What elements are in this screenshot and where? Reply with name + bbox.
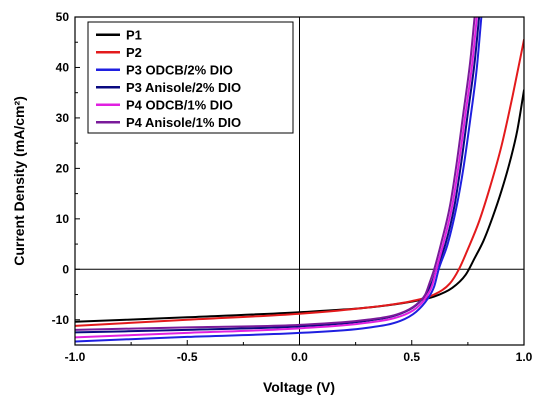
x-tick-label: 1.0 <box>516 350 533 364</box>
y-tick-label: 40 <box>56 60 70 74</box>
y-tick-label: 10 <box>56 212 70 226</box>
legend: P1 P2 P3 ODCB/2% DIO P3 Anisole/2% DIO P4 OD… <box>87 21 294 134</box>
x-tick-label: -1.0 <box>65 350 86 364</box>
tick-labels-group: -1.0 -0.5 0.0 0.5 1.0 -10 0 10 20 30 40 50 <box>52 10 533 364</box>
ticks-group <box>74 16 525 346</box>
x-tick-label: -0.5 <box>177 350 198 364</box>
y-tick-label: 50 <box>56 10 70 24</box>
series-line-5 <box>75 17 478 339</box>
legend-label-1: P1 <box>126 27 142 42</box>
legend-label-4: P3 Anisole/2% DIO <box>126 80 241 95</box>
legend-label-2: P2 <box>126 45 142 60</box>
legend-label-6: P4 Anisole/1% DIO <box>126 115 241 130</box>
series-line-1 <box>75 89 524 323</box>
y-tick-label: 0 <box>62 262 69 276</box>
zero-lines <box>75 17 524 345</box>
series-line-2 <box>75 38 524 327</box>
x-axis-title: Voltage (V) <box>263 379 335 395</box>
legend-box <box>87 21 294 134</box>
y-axis-title: Current Density (mA/cm²) <box>11 96 27 266</box>
legend-label-3: P3 ODCB/2% DIO <box>126 62 233 77</box>
series-group <box>75 17 524 343</box>
y-tick-label: -10 <box>52 313 70 327</box>
y-tick-label: 20 <box>56 161 70 175</box>
x-tick-label: 0.0 <box>291 350 308 364</box>
series-line-4 <box>75 17 481 334</box>
y-tick-label: 30 <box>56 111 70 125</box>
x-tick-label: 0.5 <box>403 350 420 364</box>
legend-label-5: P4 ODCB/1% DIO <box>126 97 233 112</box>
series-line-6 <box>75 17 476 331</box>
series-line-3 <box>75 17 483 343</box>
